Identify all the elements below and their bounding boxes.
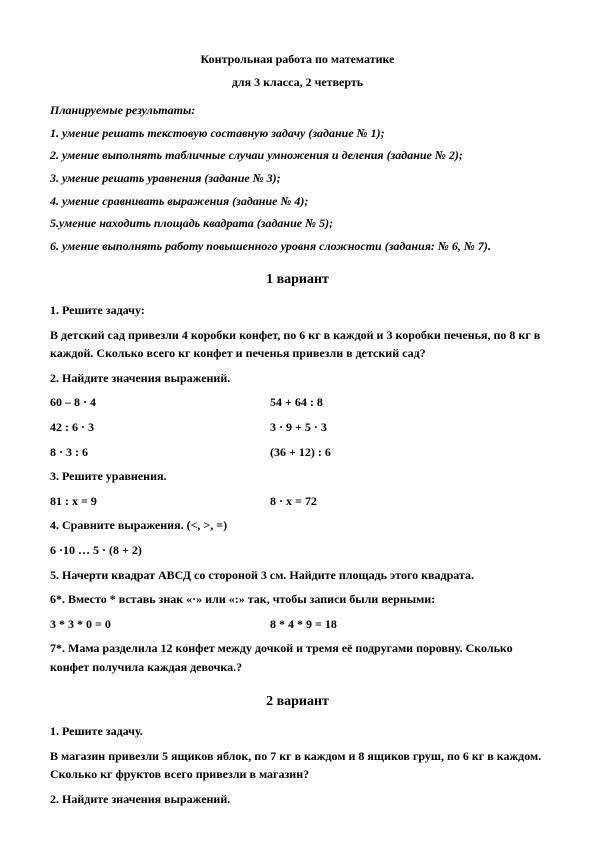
v1-task2-head: 2. Найдите значения выражений.: [50, 369, 545, 388]
expr-cell: 42 : 6 · 3: [50, 418, 270, 437]
v1-task3-head: 3. Решите уравнения.: [50, 467, 545, 486]
results-heading: Планируемые результаты:: [50, 101, 545, 120]
doc-title-2: для 3 класса, 2 четверть: [50, 73, 545, 92]
v1-task6-head: 6*. Вместо * вставь знак «·» или «:» так…: [50, 590, 545, 609]
results-item: 2. умение выполнять табличные случаи умн…: [50, 146, 545, 165]
results-item: 3. умение решать уравнения (задание № 3)…: [50, 169, 545, 188]
v1-task4-body: 6 ·10 … 5 · (8 + 2): [50, 541, 545, 560]
expr-cell: 8 * 4 * 9 = 18: [270, 615, 545, 634]
expr-cell: 3 * 3 * 0 = 0: [50, 615, 270, 634]
v1-task5: 5. Начерти квадрат АВСД со стороной 3 см…: [50, 566, 545, 585]
expr-cell: 8 · 3 : 6: [50, 443, 270, 462]
v1-task1-body: В детский сад привезли 4 коробки конфет,…: [50, 326, 545, 363]
results-item: 6. умение выполнять работу повышенного у…: [50, 237, 545, 256]
v1-task1-head: 1. Решите задачу:: [50, 301, 545, 320]
expr-cell: 60 – 8 · 4: [50, 393, 270, 412]
expr-cell: 8 · х = 72: [270, 492, 545, 511]
v1-task2-row: 8 · 3 : 6 (36 + 12) : 6: [50, 443, 545, 462]
v2-task1-head: 1. Решите задачу.: [50, 722, 545, 741]
variant-1-heading: 1 вариант: [50, 269, 545, 291]
results-item: 5.умение находить площадь квадрата (зада…: [50, 214, 545, 233]
v1-task4-head: 4. Сравните выражения. (<, >, =): [50, 516, 545, 535]
expr-cell: (36 + 12) : 6: [270, 443, 545, 462]
expr-cell: 54 + 64 : 8: [270, 393, 545, 412]
v1-task2-row: 60 – 8 · 4 54 + 64 : 8: [50, 393, 545, 412]
results-item: 1. умение решать текстовую составную зад…: [50, 124, 545, 143]
v2-task2-head: 2. Найдите значения выражений.: [50, 790, 545, 809]
v1-task7: 7*. Мама разделила 12 конфет между дочко…: [50, 639, 545, 676]
v1-task2-row: 42 : 6 · 3 3 · 9 + 5 · 3: [50, 418, 545, 437]
doc-title-1: Контрольная работа по математике: [50, 50, 545, 69]
v1-task3-row: 81 : х = 9 8 · х = 72: [50, 492, 545, 511]
results-item: 4. умение сравнивать выражения (задание …: [50, 192, 545, 211]
v1-task6-row: 3 * 3 * 0 = 0 8 * 4 * 9 = 18: [50, 615, 545, 634]
expr-cell: 3 · 9 + 5 · 3: [270, 418, 545, 437]
expr-cell: 81 : х = 9: [50, 492, 270, 511]
variant-2-heading: 2 вариант: [50, 691, 545, 713]
v2-task1-body: В магазин привезли 5 ящиков яблок, по 7 …: [50, 747, 545, 784]
